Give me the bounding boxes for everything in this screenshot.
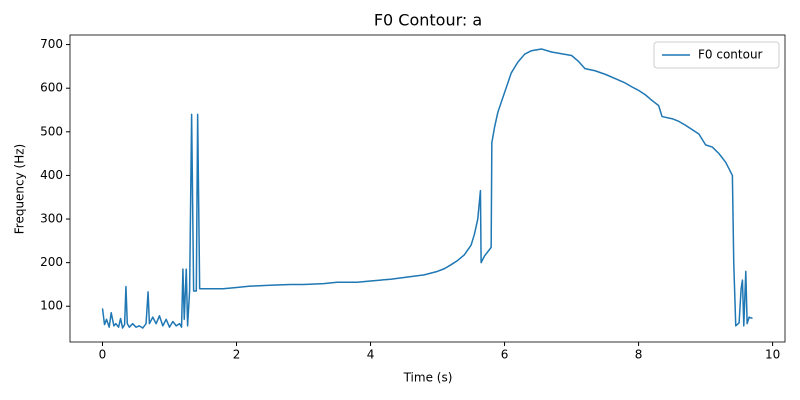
y-tick-label: 400	[40, 168, 63, 182]
legend-box	[653, 41, 780, 69]
y-axis-label: Frequency (Hz)	[13, 144, 27, 235]
x-tick-label: 6	[501, 348, 509, 362]
y-tick-label: 500	[40, 124, 63, 138]
x-tick-label: 2	[233, 348, 241, 362]
y-tick-label: 300	[40, 212, 63, 226]
axes-frame	[69, 34, 786, 343]
chart-title: F0 Contour: a	[374, 11, 482, 30]
x-tick-label: 8	[635, 348, 643, 362]
x-tick-label: 4	[367, 348, 375, 362]
y-tick-label: 200	[40, 255, 63, 269]
x-tick-label: 0	[99, 348, 107, 362]
data-line	[101, 48, 753, 329]
y-tick-label: 600	[40, 81, 63, 95]
x-tick-label: 10	[765, 348, 780, 362]
y-tick-label: 700	[40, 37, 63, 51]
legend-label: F0 contour	[698, 48, 763, 62]
y-tick-label: 100	[40, 299, 63, 313]
x-axis-label: Time (s)	[403, 371, 453, 385]
